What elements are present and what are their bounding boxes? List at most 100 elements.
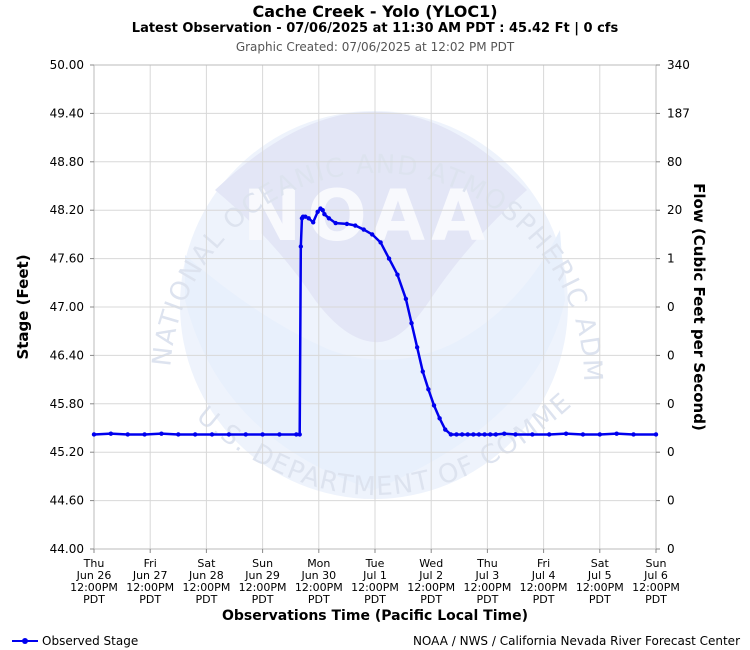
- series-point: [414, 345, 420, 350]
- series-point: [420, 369, 425, 374]
- y-tick-label: 49.40: [50, 106, 84, 120]
- series-observed-stage: [91, 206, 659, 437]
- y-tick-label: 50.00: [50, 58, 84, 72]
- series-point: [306, 216, 311, 221]
- y2-tick-label: 80: [667, 155, 682, 169]
- y-tick-label: 46.40: [50, 348, 84, 362]
- series-point: [277, 432, 282, 437]
- series-point: [176, 432, 181, 437]
- series-point: [91, 432, 97, 437]
- watermark-bird-shape: [215, 111, 527, 343]
- x-tick-label: Thu Jun 26 12:00PM PDT: [70, 557, 118, 606]
- y2-axis-ticks: 0 0 0 0 0 0 1 20 80 187 340: [656, 58, 690, 556]
- y-tick-label: 45.80: [50, 397, 84, 411]
- series-point: [437, 416, 442, 421]
- series-point: [333, 220, 338, 226]
- series-point: [294, 432, 299, 437]
- series-point: [226, 432, 232, 437]
- y-tick-label: 47.00: [50, 300, 84, 314]
- y-axis-ticks: 44.00 44.60 45.20 45.80 46.40 47.00 47.60 48.20…: [50, 58, 94, 556]
- series-point: [297, 432, 302, 437]
- series-point: [361, 227, 366, 232]
- series-point: [482, 432, 487, 437]
- series-point: [108, 431, 114, 436]
- x-tick-label: Fri Jul 4 12:00PM PDT: [520, 557, 568, 606]
- series-point: [320, 208, 325, 213]
- series-point: [243, 432, 248, 437]
- y2-tick-label: 340: [667, 58, 690, 72]
- series-point: [159, 431, 164, 436]
- series-point: [465, 432, 470, 437]
- y2-tick-label: 0: [667, 445, 675, 459]
- x-tick-label: Tue Jul 1 12:00PM PDT: [351, 557, 399, 606]
- series-point: [530, 432, 535, 437]
- series-point: [631, 432, 636, 437]
- y2-tick-label: 0: [667, 494, 675, 508]
- series-point: [513, 432, 518, 437]
- series-point: [443, 427, 448, 432]
- legend-line-icon: [12, 638, 38, 644]
- watermark-logo-text: NOAA: [243, 175, 492, 257]
- series-point: [260, 432, 265, 437]
- series-point: [563, 431, 569, 436]
- y2-tick-label: 0: [667, 348, 675, 362]
- x-tick-label: Sun Jul 6 12:00PM PDT: [632, 557, 680, 606]
- series-point: [303, 214, 308, 219]
- series-point: [653, 432, 659, 437]
- chart-grid: [93, 64, 657, 550]
- credit-text: NOAA / NWS / California Nevada River For…: [412, 634, 740, 648]
- series-point: [369, 232, 375, 237]
- graphic-created: Graphic Created: 07/06/2025 at 12:02 PM …: [235, 40, 515, 54]
- x-tick-label: Thu Jul 3 12:00PM PDT: [463, 557, 511, 606]
- series-point: [192, 432, 198, 437]
- series-point: [431, 403, 437, 408]
- series-point: [488, 432, 493, 437]
- x-tick-label: Fri Jun 27 12:00PM PDT: [126, 557, 174, 606]
- series-point: [403, 296, 409, 302]
- x-tick-label: Sat Jun 28 12:00PM PDT: [182, 557, 230, 606]
- y2-axis-label: Flow (Cubic Feet per Second): [690, 183, 708, 431]
- series-point: [322, 212, 327, 217]
- y-axis-label: Stage (Feet): [14, 254, 32, 359]
- y2-tick-label: 0: [667, 542, 675, 556]
- series-point: [125, 432, 130, 437]
- series-point: [471, 432, 476, 437]
- y-tick-label: 48.20: [50, 203, 84, 217]
- series-point: [344, 221, 350, 227]
- legend: Observed Stage: [12, 634, 138, 648]
- y-tick-label: 44.00: [50, 542, 84, 556]
- series-point: [448, 432, 454, 437]
- series-point: [454, 432, 459, 437]
- series-point: [326, 216, 332, 221]
- series-point: [298, 244, 304, 249]
- series-point: [409, 320, 414, 326]
- noaa-watermark: NOAA NATIONAL OCEANIC AND ATMOSPHERIC AD…: [0, 0, 606, 502]
- series-point: [353, 223, 358, 228]
- series-point: [378, 240, 383, 245]
- series-point: [386, 256, 392, 261]
- chart-title: Cache Creek - Yolo (YLOC1): [252, 2, 498, 21]
- x-axis-label: Observations Time (Pacific Local Time): [222, 608, 528, 624]
- series-point: [310, 220, 316, 225]
- series-point: [476, 432, 482, 437]
- x-tick-label: Mon Jun 30 12:00PM PDT: [295, 557, 343, 606]
- legend-label: Observed Stage: [42, 634, 139, 648]
- y-tick-label: 45.20: [50, 445, 84, 459]
- y-tick-label: 48.80: [50, 155, 84, 169]
- series-point: [614, 431, 619, 436]
- x-tick-label: Sun Jun 29 12:00PM PDT: [239, 557, 287, 606]
- series-point: [547, 432, 552, 437]
- y2-tick-label: 0: [667, 397, 675, 411]
- series-point: [315, 209, 320, 215]
- series-point: [502, 431, 507, 436]
- series-point: [142, 432, 147, 437]
- series-point: [459, 432, 465, 437]
- series-point: [597, 432, 602, 437]
- x-tick-label: Sat Jul 5 12:00PM PDT: [576, 557, 624, 606]
- series-point: [580, 432, 586, 437]
- y2-tick-label: 20: [667, 203, 682, 217]
- y2-tick-label: 1: [667, 252, 675, 266]
- series-point: [395, 272, 400, 277]
